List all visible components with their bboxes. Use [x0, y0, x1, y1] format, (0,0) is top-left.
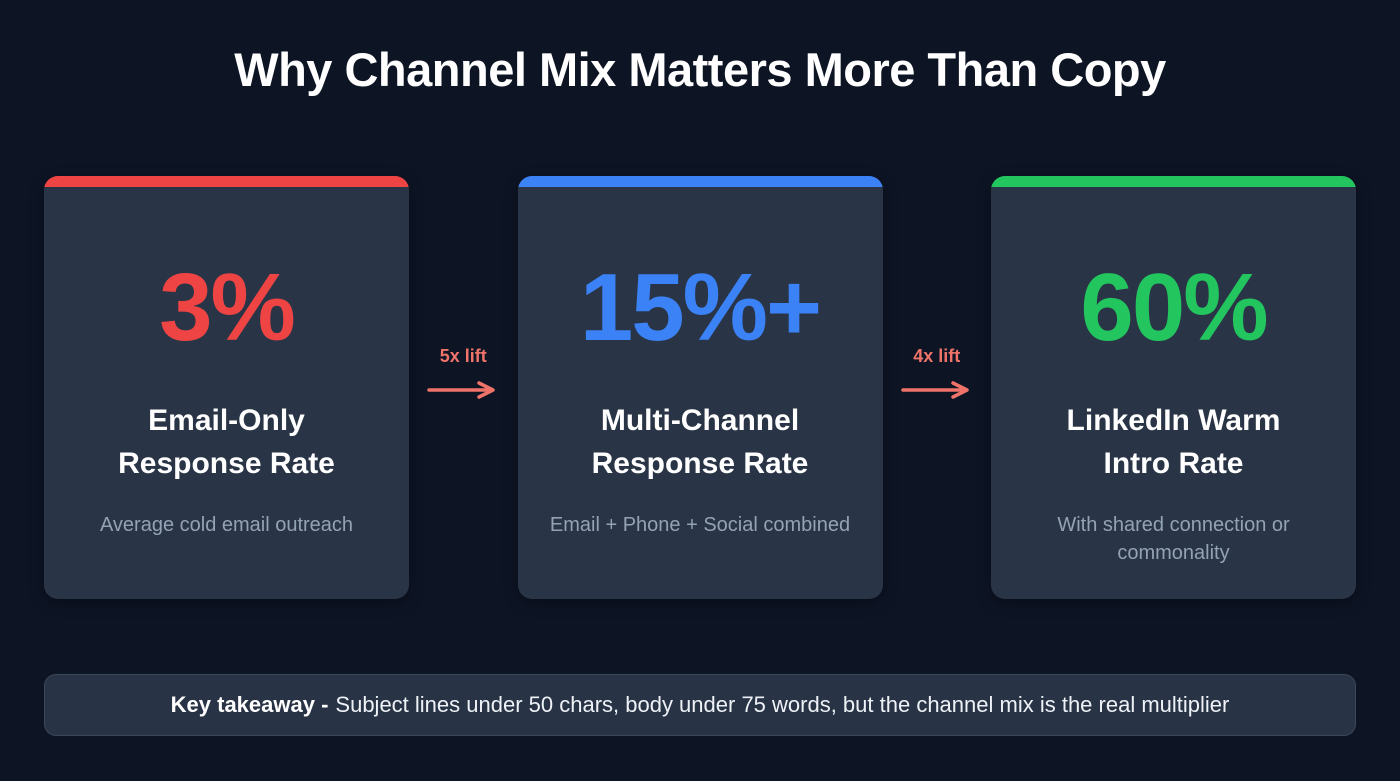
- stat-card-title-line1: LinkedIn Warm: [1066, 404, 1281, 437]
- stat-card-linkedin-warm-intro: 60% LinkedIn Warm Intro Rate With shared…: [991, 176, 1356, 599]
- page-title: Why Channel Mix Matters More Than Copy: [234, 43, 1166, 96]
- arrow-right-icon: [901, 381, 969, 399]
- connector-2: 4x lift: [883, 176, 991, 599]
- stat-card-title-line1: Multi-Channel: [600, 404, 800, 437]
- stat-card-title: LinkedIn Warm Intro Rate: [1051, 400, 1297, 485]
- connector-label: 4x lift: [913, 346, 961, 366]
- key-takeaway-banner: Key takeaway - Subject lines under 50 ch…: [44, 674, 1356, 736]
- card-accent-bar: [44, 176, 409, 187]
- stat-cards-row: 3% Email-Only Response Rate Average cold…: [44, 176, 1356, 599]
- key-takeaway-text: Subject lines under 50 chars, body under…: [335, 692, 1230, 717]
- key-takeaway-label: Key takeaway -: [170, 692, 329, 717]
- stat-value: 60%: [1080, 254, 1268, 361]
- card-accent-bar: [991, 176, 1356, 187]
- stat-card-caption: Email + Phone + Social combined: [549, 514, 851, 537]
- stat-value: 3%: [159, 254, 296, 361]
- stat-value: 15%+: [579, 254, 822, 361]
- stat-card-title-line2: Response Rate: [591, 446, 809, 480]
- connector-label: 5x lift: [439, 346, 487, 366]
- stat-card-title-line2: Response Rate: [118, 446, 335, 480]
- stat-card-caption: With shared connection or commonality: [1057, 514, 1290, 565]
- stat-card-title-line1: Email-Only: [148, 404, 305, 437]
- arrow-right-icon: [427, 381, 495, 399]
- card-accent-bar: [517, 176, 883, 187]
- stat-card-multi-channel: 15%+ Multi-Channel Response Rate Email +…: [517, 176, 883, 599]
- stat-card-title-line2: Intro Rate: [1103, 446, 1244, 480]
- stat-card-email-only: 3% Email-Only Response Rate Average cold…: [44, 176, 409, 599]
- stat-card-title: Multi-Channel Response Rate: [576, 400, 825, 485]
- connector-1: 5x lift: [409, 176, 517, 599]
- stat-card-caption: Average cold email outreach: [99, 514, 354, 537]
- stat-card-title: Email-Only Response Rate: [102, 400, 351, 485]
